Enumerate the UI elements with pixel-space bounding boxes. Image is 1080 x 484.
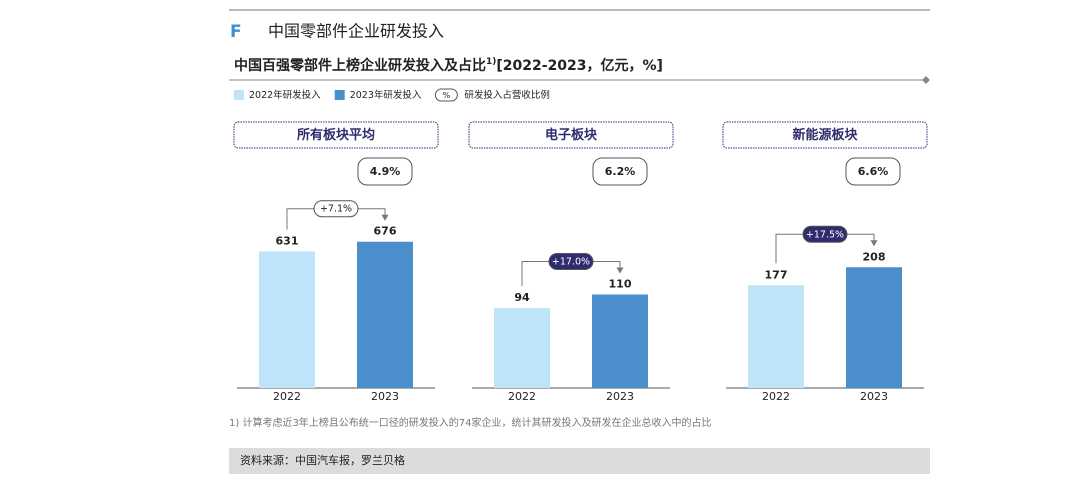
ratio-label: 6.2% — [605, 165, 636, 178]
panel-title-box — [233, 121, 439, 149]
legend-label: 研发投入占营收比例 — [464, 89, 550, 101]
ratio-badge — [357, 157, 413, 186]
legend-label: 2022年研发投入 — [249, 89, 321, 101]
x-tick-label: 2022 — [762, 390, 790, 403]
x-tick-label: 2022 — [273, 390, 301, 403]
ratio-badge — [592, 157, 648, 186]
growth-arrow — [870, 240, 878, 247]
legend-symbol: % — [443, 91, 451, 100]
subtitle-text: 中国百强零部件上榜企业研发投入及占比 — [234, 57, 486, 74]
ratio-label: 4.9% — [370, 165, 401, 178]
value-label: 631 — [276, 234, 299, 247]
bar — [592, 294, 648, 388]
value-label: 208 — [863, 250, 886, 263]
subtitle: 中国百强零部件上榜企业研发投入及占比1)[2022-2023，亿元，%] — [234, 57, 663, 75]
source: 资料来源：中国汽车报，罗兰贝格 — [240, 453, 405, 467]
subtitle-note: 1) — [486, 57, 496, 67]
ratio-label: 6.6% — [858, 165, 889, 178]
legend-swatch — [234, 90, 244, 100]
x-tick-label: 2023 — [860, 390, 888, 403]
growth-label: +17.5% — [806, 229, 844, 240]
panel-title: 新能源板块 — [792, 127, 858, 143]
growth-badge — [313, 200, 359, 218]
x-tick-label: 2023 — [371, 390, 399, 403]
growth-arrow — [616, 267, 624, 274]
value-label: 177 — [765, 268, 788, 281]
legend-swatch — [334, 90, 345, 100]
legend-label: 2023年研发投入 — [350, 89, 422, 101]
growth-label: +17.0% — [552, 257, 590, 268]
bar — [748, 285, 804, 388]
bar — [846, 267, 902, 388]
x-tick-label: 2022 — [508, 390, 536, 403]
value-label: 676 — [374, 225, 397, 238]
panel-title-box — [468, 121, 674, 149]
footnote: 1) 计算考虑近3年上榜且公布统一口径的研发投入的74家企业，统计其研发投入及研… — [229, 416, 712, 429]
subtitle-units: [2022-2023，亿元，%] — [496, 57, 663, 74]
rule-diamond — [922, 76, 930, 84]
value-label: 94 — [514, 291, 530, 304]
panel-title: 所有板块平均 — [297, 127, 375, 143]
source-box — [229, 448, 930, 474]
panel-title: 电子板块 — [545, 127, 598, 143]
section-letter: F — [230, 22, 242, 42]
bar — [494, 308, 550, 388]
growth-arrow — [381, 214, 389, 221]
bar — [259, 251, 315, 388]
ratio-badge — [845, 157, 901, 186]
growth-label: +7.1% — [320, 204, 352, 215]
legend-badge — [434, 88, 458, 102]
growth-badge — [548, 253, 594, 270]
growth-badge — [802, 225, 848, 243]
value-label: 110 — [609, 278, 632, 291]
panel-title-box — [722, 121, 928, 149]
section-title: 中国零部件企业研发投入 — [268, 22, 444, 41]
x-tick-label: 2023 — [606, 390, 634, 403]
bar — [357, 241, 413, 388]
